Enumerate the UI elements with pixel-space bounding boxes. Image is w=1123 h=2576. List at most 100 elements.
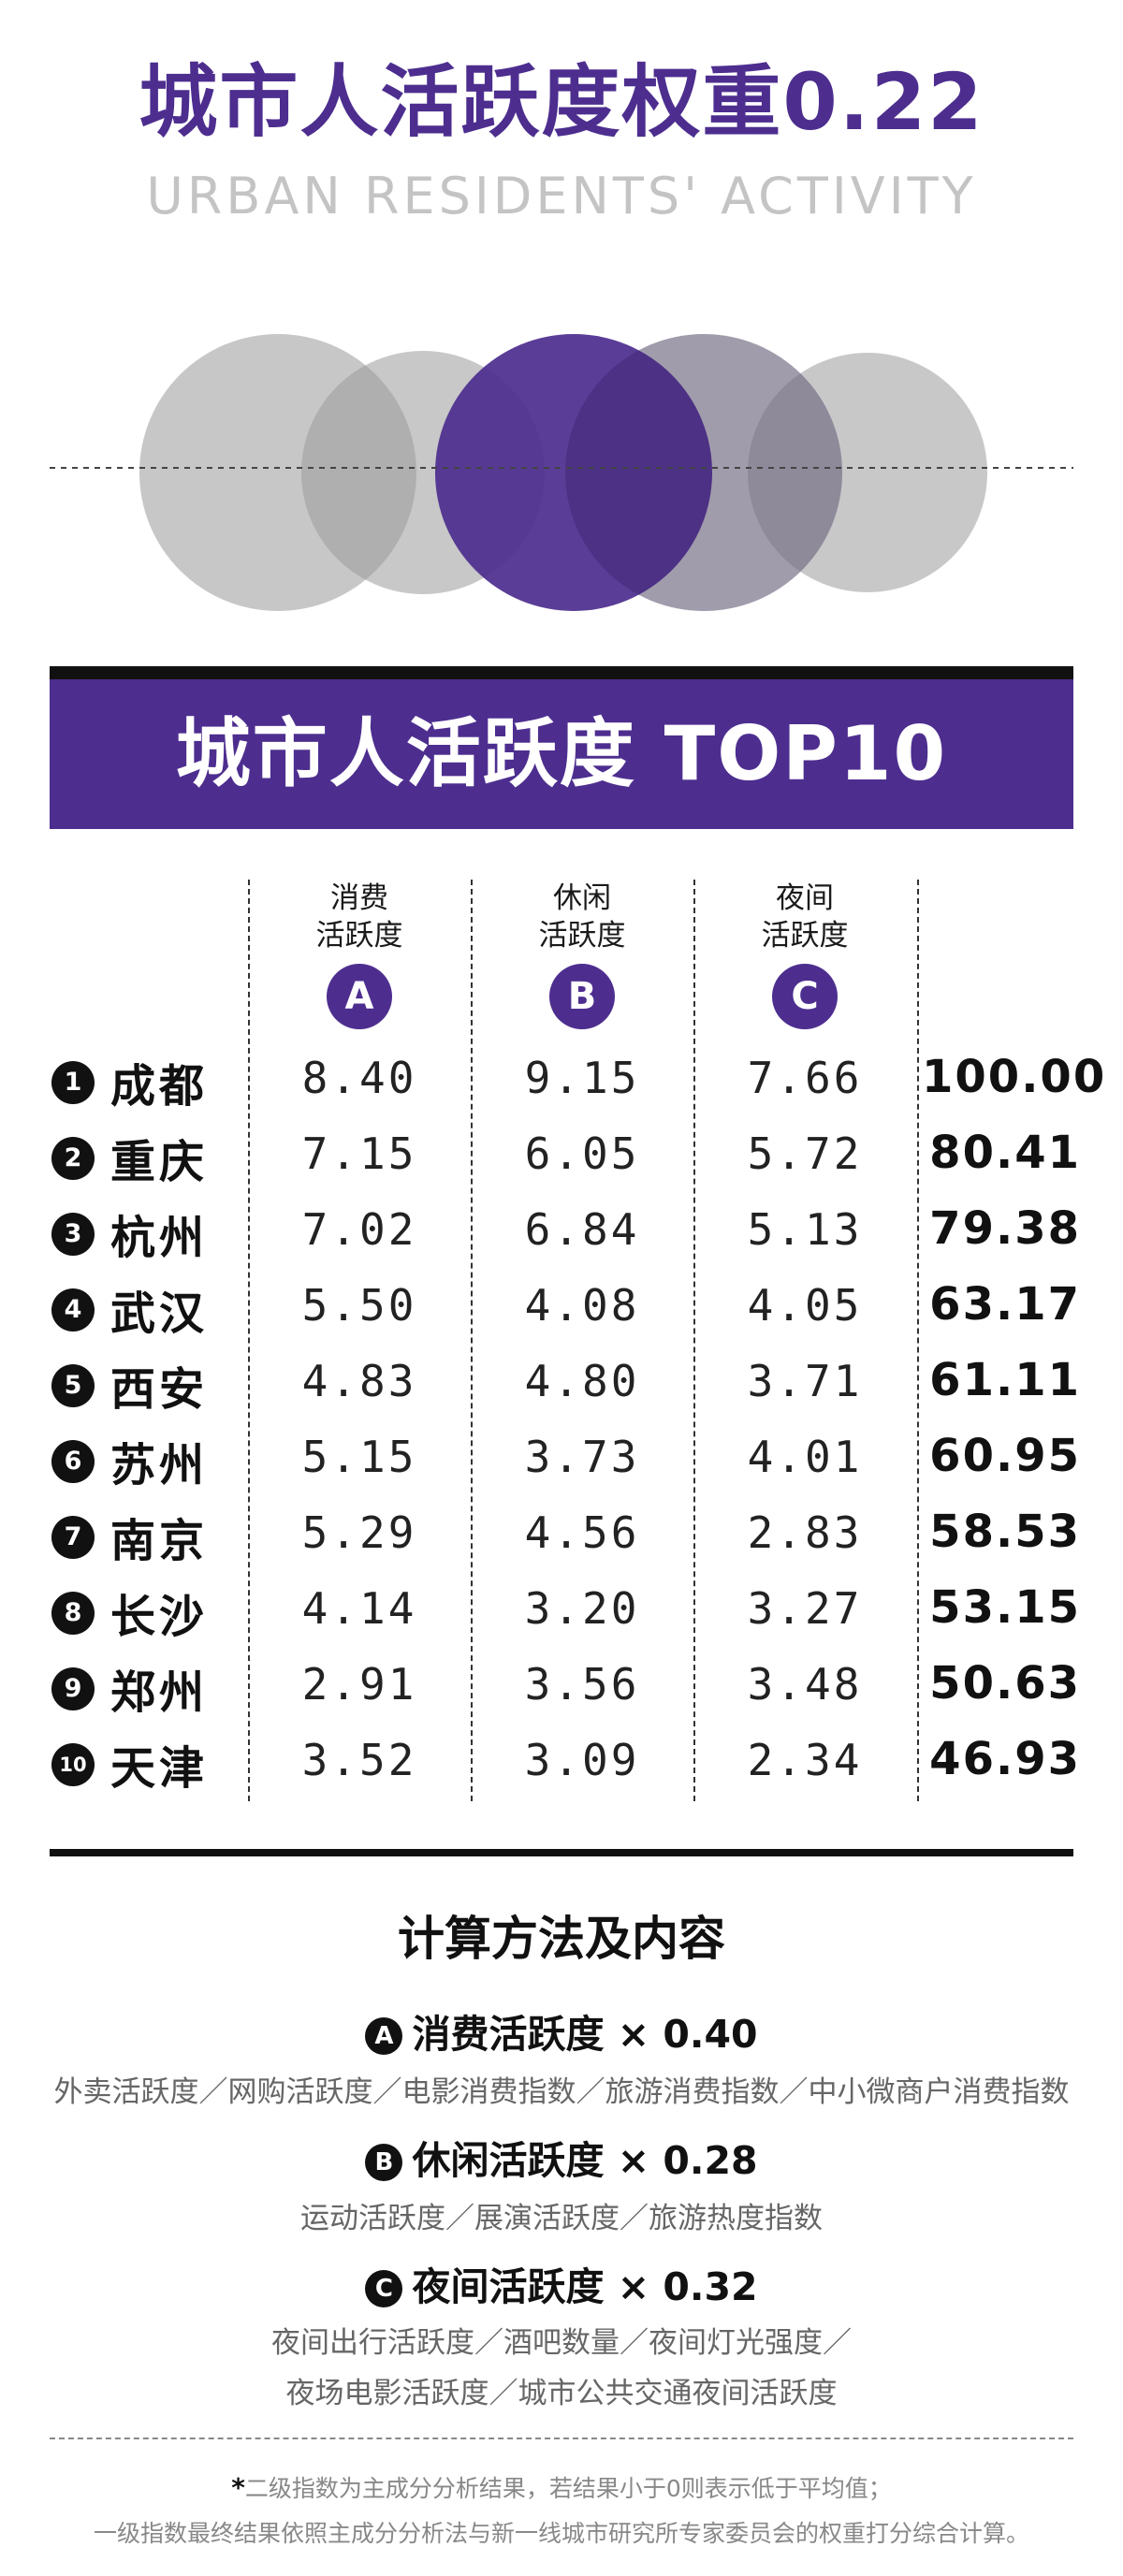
footnote-asterisk: *: [231, 2472, 245, 2503]
total-score: 79.38: [929, 1202, 1081, 1255]
column-header-c: 夜间 活跃度: [711, 880, 898, 954]
score-a: 5.29: [301, 1507, 417, 1558]
score-b: 9.15: [524, 1053, 640, 1103]
total-score: 100.00: [922, 1051, 1107, 1103]
column-badge-c: C: [772, 964, 838, 1029]
score-a: 5.15: [301, 1432, 417, 1482]
rank-badge: 5: [51, 1364, 95, 1407]
score-a: 8.40: [301, 1053, 417, 1103]
total-score: 63.17: [929, 1278, 1081, 1331]
table-row: 2 重庆 7.15 6.05 5.72 80.41: [0, 1121, 1123, 1196]
column-divider: [471, 880, 473, 1801]
section-mark-b: B: [365, 2144, 403, 2181]
rank-badge: 9: [51, 1667, 95, 1710]
method-section-b-heading: B 休闲活跃度 × 0.28: [0, 2129, 1123, 2185]
footnote-line-2: 一级指数最终结果依照主成分分析法与新一线城市研究所专家委员会的权重打分综合计算。: [93, 2520, 1029, 2547]
score-c: 3.27: [747, 1583, 863, 1634]
column-badge-a: A: [327, 964, 392, 1029]
section-heading-text: 消费活跃度 × 0.40: [412, 2012, 758, 2057]
city-name: 武汉: [110, 1288, 209, 1340]
table-row: 4 武汉 5.50 4.08 4.05 63.17: [0, 1273, 1123, 1347]
city-name: 南京: [110, 1515, 209, 1567]
score-c: 7.66: [747, 1053, 863, 1103]
score-b: 3.56: [524, 1659, 640, 1710]
total-score: 53.15: [929, 1581, 1081, 1634]
column-header-a: 消费 活跃度: [266, 880, 453, 954]
score-a: 4.14: [301, 1583, 417, 1634]
score-b: 4.08: [524, 1280, 640, 1331]
rank-badge: 7: [51, 1516, 95, 1559]
score-c: 5.72: [747, 1128, 863, 1179]
method-section-a-heading: A 消费活跃度 × 0.40: [0, 2002, 1123, 2059]
score-c: 2.34: [747, 1735, 863, 1785]
page-title: 城市人活跃度权重0.22: [139, 56, 984, 148]
table-row: 6 苏州 5.15 3.73 4.01 60.95: [0, 1424, 1123, 1499]
city-name: 西安: [110, 1363, 209, 1416]
total-score: 50.63: [929, 1657, 1081, 1710]
column-header-b: 休闲 活跃度: [489, 880, 676, 954]
column-header-line: 消费: [330, 881, 388, 915]
column-header-line: 夜间: [776, 881, 834, 915]
score-b: 4.80: [524, 1356, 640, 1406]
total-score: 80.41: [929, 1127, 1081, 1179]
column-header-line: 活跃度: [315, 919, 403, 953]
score-a: 7.02: [301, 1204, 417, 1255]
score-a: 5.50: [301, 1280, 417, 1331]
score-a: 7.15: [301, 1128, 417, 1179]
table-row: 3 杭州 7.02 6.84 5.13 79.38: [0, 1197, 1123, 1272]
total-score: 58.53: [929, 1506, 1081, 1558]
method-title: 计算方法及内容: [398, 1912, 725, 1966]
table-row: 8 长沙 4.14 3.20 3.27 53.15: [0, 1576, 1123, 1651]
column-header-line: 活跃度: [761, 919, 849, 953]
score-a: 2.91: [301, 1659, 417, 1710]
section-mark-a: A: [365, 2017, 403, 2055]
score-c: 4.05: [747, 1280, 863, 1331]
footnote-separator: [50, 2438, 1073, 2439]
score-b: 6.84: [524, 1204, 640, 1255]
section-mark-c: C: [365, 2270, 403, 2307]
column-header-line: 活跃度: [538, 919, 626, 953]
city-name: 长沙: [110, 1591, 209, 1643]
footnote-text: 二级指数为主成分分析结果，若结果小于0则表示低于平均值；: [244, 2475, 892, 2502]
footnote-line-1: *二级指数为主成分分析结果，若结果小于0则表示低于平均值；: [0, 2470, 1123, 2504]
score-c: 3.48: [747, 1659, 863, 1710]
total-score: 60.95: [929, 1430, 1081, 1482]
rank-badge: 6: [51, 1440, 95, 1483]
score-a: 4.83: [301, 1356, 417, 1406]
table-row: 1 成都 8.40 9.15 7.66 100.00: [0, 1045, 1123, 1120]
total-score: 46.93: [929, 1733, 1081, 1785]
score-b: 3.73: [524, 1432, 640, 1482]
score-b: 3.09: [524, 1735, 640, 1785]
column-badge-b: B: [549, 964, 615, 1029]
score-a: 3.52: [301, 1735, 417, 1785]
column-divider: [248, 880, 250, 1801]
score-b: 3.20: [524, 1583, 640, 1634]
city-name: 郑州: [110, 1666, 209, 1719]
table-row: 9 郑州 2.91 3.56 3.48 50.63: [0, 1652, 1123, 1726]
score-c: 2.83: [747, 1507, 863, 1558]
method-section-c-text-2: 夜场电影活跃度／城市公共交通夜间活跃度: [285, 2377, 838, 2410]
rank-badge: 2: [51, 1137, 95, 1180]
circle-overlap-right: [565, 334, 842, 611]
rank-badge: 10: [51, 1743, 95, 1786]
table-row: 5 西安 4.83 4.80 3.71 61.11: [0, 1348, 1123, 1423]
city-name: 天津: [110, 1742, 209, 1795]
page-subtitle: URBAN RESIDENTS' ACTIVITY: [146, 167, 977, 226]
rank-badge: 8: [51, 1592, 95, 1635]
rank-badge: 1: [51, 1061, 95, 1104]
city-name: 成都: [110, 1060, 209, 1113]
section-heading-text: 休闲活跃度 × 0.28: [412, 2138, 758, 2183]
column-divider: [917, 880, 919, 1801]
table-row: 10 天津 3.52 3.09 2.34 46.93: [0, 1727, 1123, 1802]
score-b: 4.56: [524, 1507, 640, 1558]
city-name: 杭州: [110, 1212, 209, 1264]
rank-badge: 3: [51, 1213, 95, 1256]
circle-5: [748, 353, 987, 592]
overlapping-circles-graphic: [50, 334, 1073, 611]
table-bottom-rule: [50, 1849, 1073, 1856]
table-row: 7 南京 5.29 4.56 2.83 58.53: [0, 1500, 1123, 1575]
score-c: 3.71: [747, 1356, 863, 1406]
column-divider: [693, 880, 695, 1801]
rank-badge: 4: [51, 1288, 95, 1332]
method-section-b-text: 运动活跃度／展演活跃度／旅游热度指数: [300, 2202, 823, 2235]
